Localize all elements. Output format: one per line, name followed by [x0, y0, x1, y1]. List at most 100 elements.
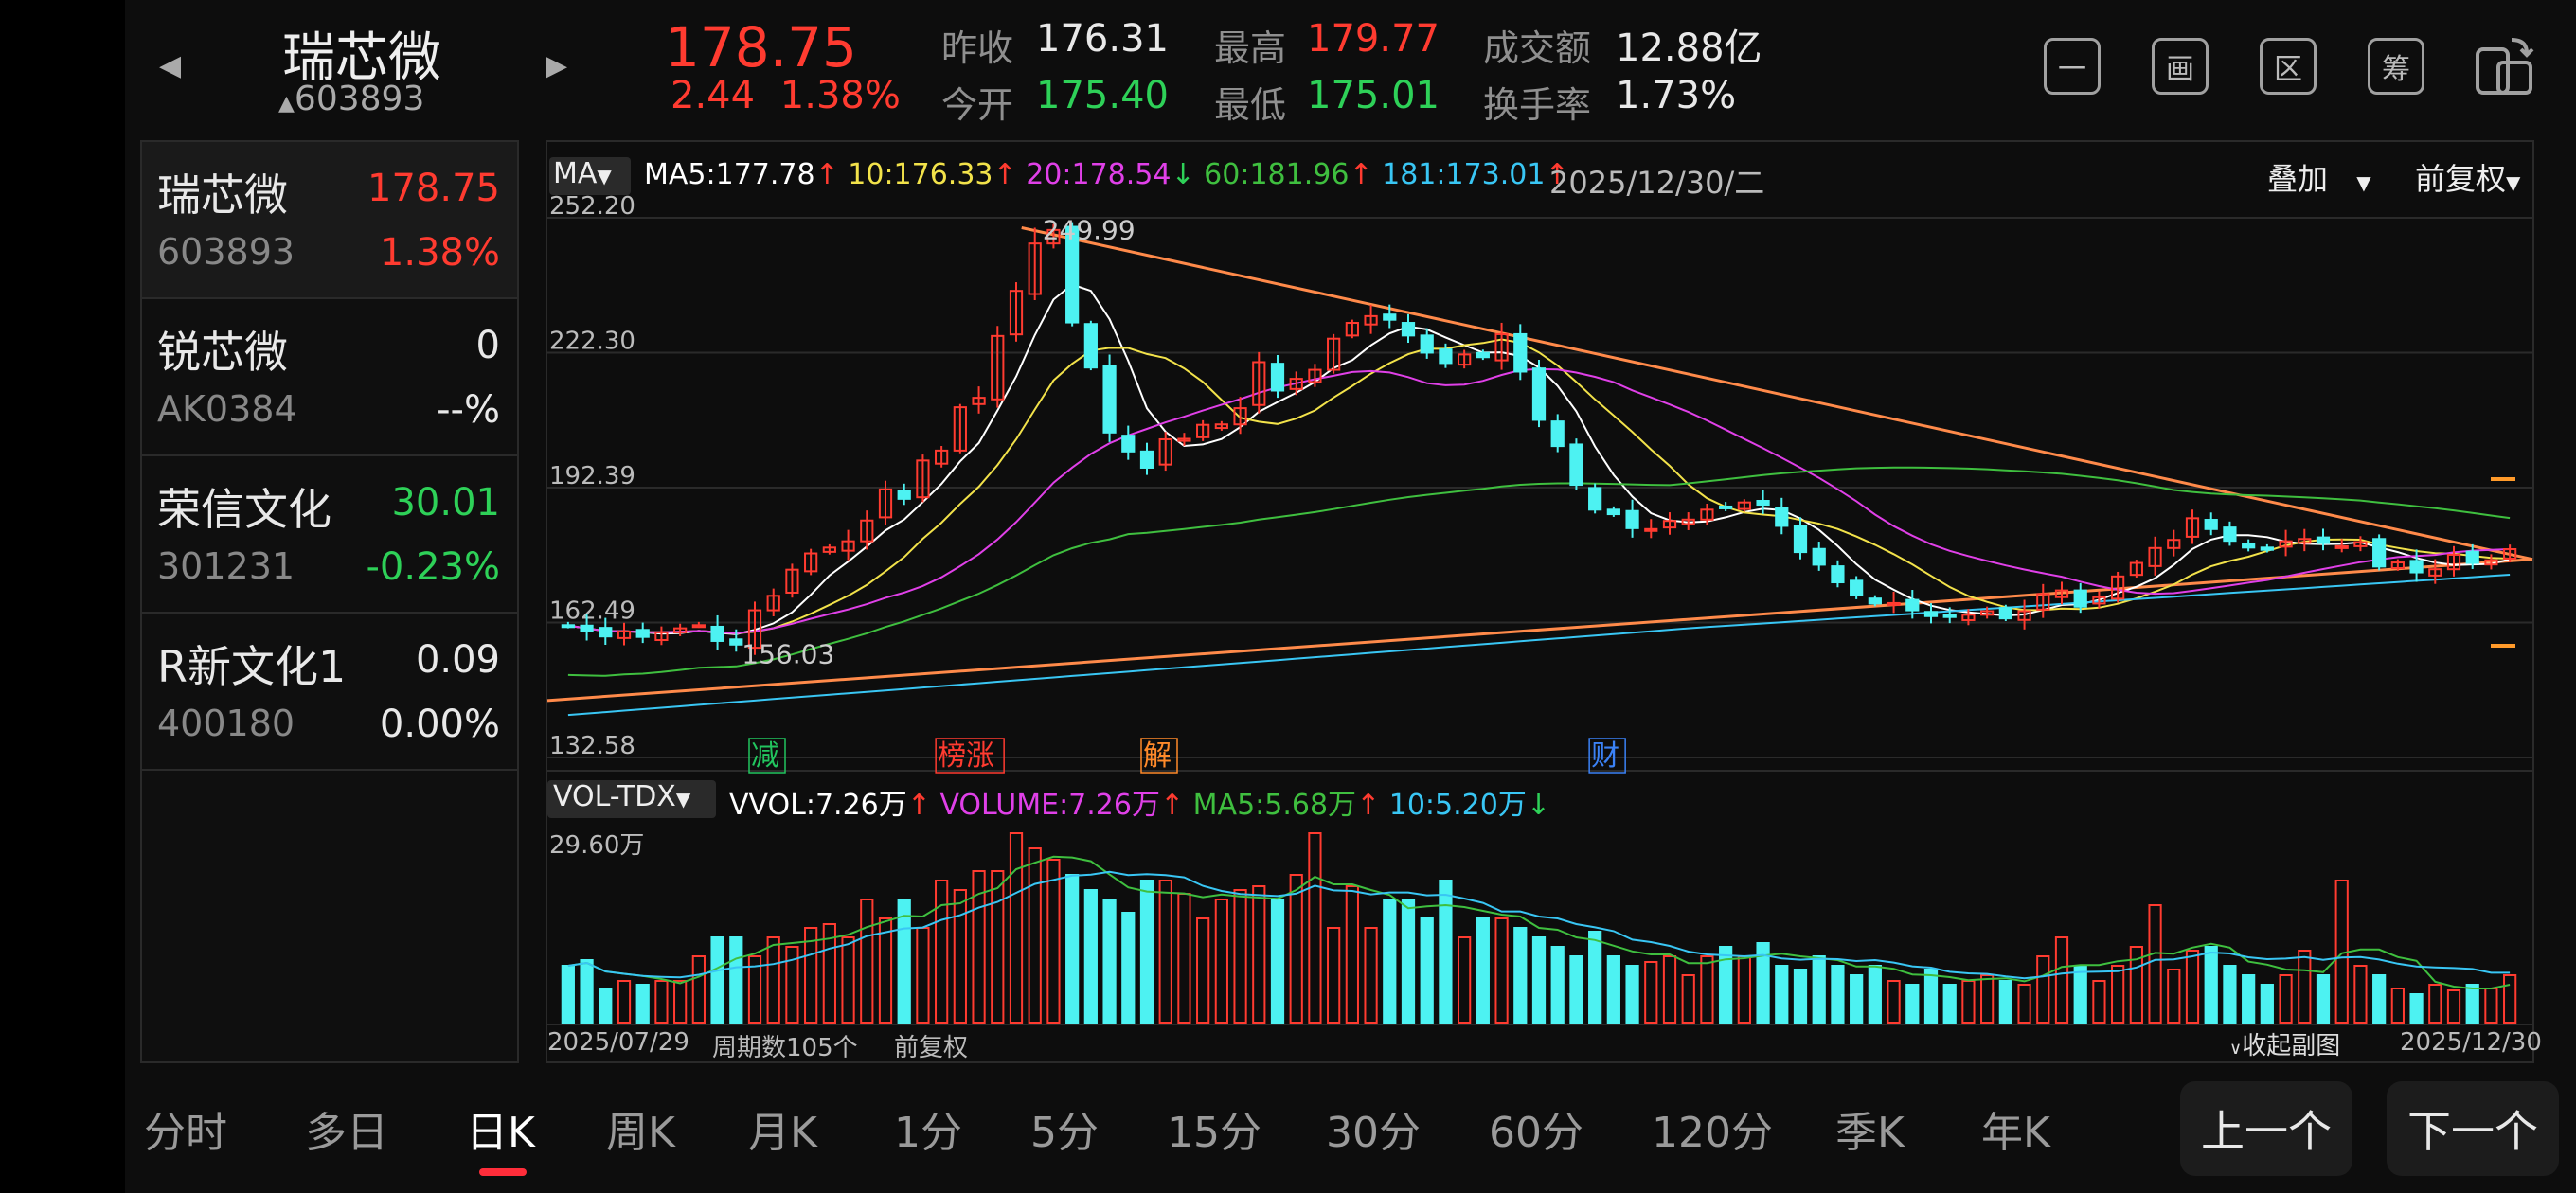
watchlist-item[interactable]: 锐芯微 AK0384 0 --%	[142, 299, 517, 456]
candle-body	[2390, 561, 2405, 570]
candle-body	[1700, 508, 1714, 521]
candle-body	[1905, 598, 1920, 612]
tab-4[interactable]: 周K	[606, 1109, 675, 1157]
candle-body	[2223, 526, 2237, 543]
volume-bar	[673, 980, 688, 1024]
minus-box-icon[interactable]: 一	[2044, 38, 2101, 95]
vol-indicator-select[interactable]: VOL-TDX▼	[547, 780, 716, 818]
tab-9[interactable]: 30分	[1326, 1109, 1421, 1157]
up-arrow-icon: ↑	[1356, 789, 1381, 822]
event-tag-box	[1588, 738, 1626, 774]
prev-button[interactable]: 上一个	[2180, 1081, 2352, 1176]
prev-close-value: 176.31	[1036, 17, 1169, 61]
tab-3[interactable]: 日K	[466, 1109, 535, 1157]
tab-8[interactable]: 15分	[1167, 1109, 1261, 1157]
adjust-dropdown[interactable]: 前复权▼	[2415, 155, 2520, 199]
next-button[interactable]: 下一个	[2387, 1081, 2559, 1176]
open-label: 今开	[941, 84, 1014, 126]
candle-body	[2242, 543, 2256, 549]
low-price-label: 156.03	[742, 638, 834, 669]
candle-body	[953, 406, 967, 452]
volume-bar	[785, 946, 799, 1024]
stock-name: 瑞芯微	[282, 27, 441, 89]
volume-bar	[1905, 984, 1920, 1024]
volume-bar	[2073, 965, 2087, 1024]
collapse-label: 收起副图	[2242, 1032, 2341, 1060]
next-stock-arrow[interactable]: ▶	[546, 49, 568, 82]
overlay-dropdown[interactable]: 叠加 ▼	[2267, 155, 2371, 199]
volume-bar	[1028, 847, 1042, 1024]
candle-body	[804, 552, 818, 573]
candle-body	[1383, 313, 1397, 321]
watchlist-item[interactable]: 瑞芯微 603893 178.75 1.38%	[142, 142, 517, 299]
up-arrow-icon: ↑	[1545, 158, 1569, 191]
tab-10[interactable]: 60分	[1489, 1109, 1583, 1157]
watchlist-pct: 1.38%	[379, 231, 500, 275]
candle-body	[1401, 322, 1416, 337]
watchlist-item[interactable]: R新文化1 400180 0.09 0.00%	[142, 614, 517, 771]
active-tab-indicator	[479, 1168, 527, 1176]
volume-bar	[1550, 946, 1565, 1024]
volume-bar	[1756, 942, 1770, 1024]
tab-6[interactable]: 1分	[894, 1109, 962, 1157]
open-value: 175.40	[1036, 74, 1169, 117]
candle-body	[2073, 589, 2087, 608]
caret-down-icon: ▼	[675, 788, 691, 810]
event-tag-label: 解	[1143, 739, 1172, 773]
up-arrow-icon: ↑	[814, 158, 839, 191]
volume-bar	[1065, 874, 1080, 1024]
volume-bar	[1252, 885, 1266, 1024]
volume-bar	[2167, 969, 2181, 1024]
volume-bar	[1009, 832, 1024, 1024]
tab-1[interactable]: 分时	[144, 1109, 227, 1157]
ma10-line	[567, 338, 2511, 634]
ma-indicator-select[interactable]: MA▼	[549, 157, 631, 195]
volume-bar	[2279, 974, 2293, 1024]
watchlist-item[interactable]: 荣信文化 301231 30.01 -0.23%	[142, 456, 517, 614]
volume-bar	[2148, 904, 2162, 1024]
volume-bar	[1270, 899, 1285, 1024]
tab-5[interactable]: 月K	[748, 1109, 817, 1157]
candle-body	[1737, 501, 1751, 510]
candle-body	[2054, 589, 2069, 598]
volume-bar	[1569, 955, 1583, 1024]
collapse-subchart-button[interactable]: ∨收起副图	[2229, 1026, 2340, 1061]
prev-stock-arrow[interactable]: ◀	[159, 49, 182, 82]
volume-bar	[1831, 965, 1845, 1024]
candle-body	[1065, 225, 1080, 324]
y-tick-label: 132.58	[549, 732, 635, 760]
volume-bar	[2129, 946, 2143, 1024]
volume-bar	[2017, 984, 2031, 1024]
volume-bar	[897, 899, 911, 1024]
volume-bar	[1139, 880, 1154, 1024]
peak-price-label: 249.99	[1043, 215, 1136, 246]
volume-bar	[1961, 980, 1976, 1024]
volume-bar	[2353, 965, 2368, 1024]
tab-13[interactable]: 年K	[1981, 1109, 2050, 1157]
adjust-mode: 前复权	[894, 1034, 969, 1062]
start-date: 2025/07/29	[547, 1028, 689, 1057]
candle-body	[1644, 527, 1658, 532]
volume-bar	[1923, 969, 1939, 1024]
candle-body	[1998, 607, 2012, 620]
volume-bar	[1102, 899, 1117, 1024]
volume-bar	[580, 959, 594, 1024]
chip-icon[interactable]: 筹	[2368, 38, 2424, 95]
region-icon[interactable]: 区	[2260, 38, 2317, 95]
volume-bar	[2036, 955, 2050, 1024]
tab-2[interactable]: 多日	[305, 1109, 388, 1157]
watchlist-code: 603893	[157, 231, 295, 273]
volume-bar	[2465, 984, 2479, 1024]
tab-11[interactable]: 120分	[1652, 1109, 1773, 1157]
tab-7[interactable]: 5分	[1030, 1109, 1099, 1157]
chevron-down-icon: ∨	[2229, 1039, 2243, 1059]
candle-body	[1550, 420, 1565, 448]
volume-bar	[1289, 874, 1303, 1024]
screen-icon[interactable]: 画	[2152, 38, 2209, 95]
candle-body	[691, 624, 706, 629]
volume-legend: VVOL:7.26万↑ VOLUME:7.26万↑ MA5:5.68万↑ 10:…	[729, 781, 1550, 823]
rotate-icon[interactable]	[2474, 34, 2536, 98]
tab-12[interactable]: 季K	[1835, 1109, 1905, 1157]
volume-bar	[2054, 936, 2069, 1024]
